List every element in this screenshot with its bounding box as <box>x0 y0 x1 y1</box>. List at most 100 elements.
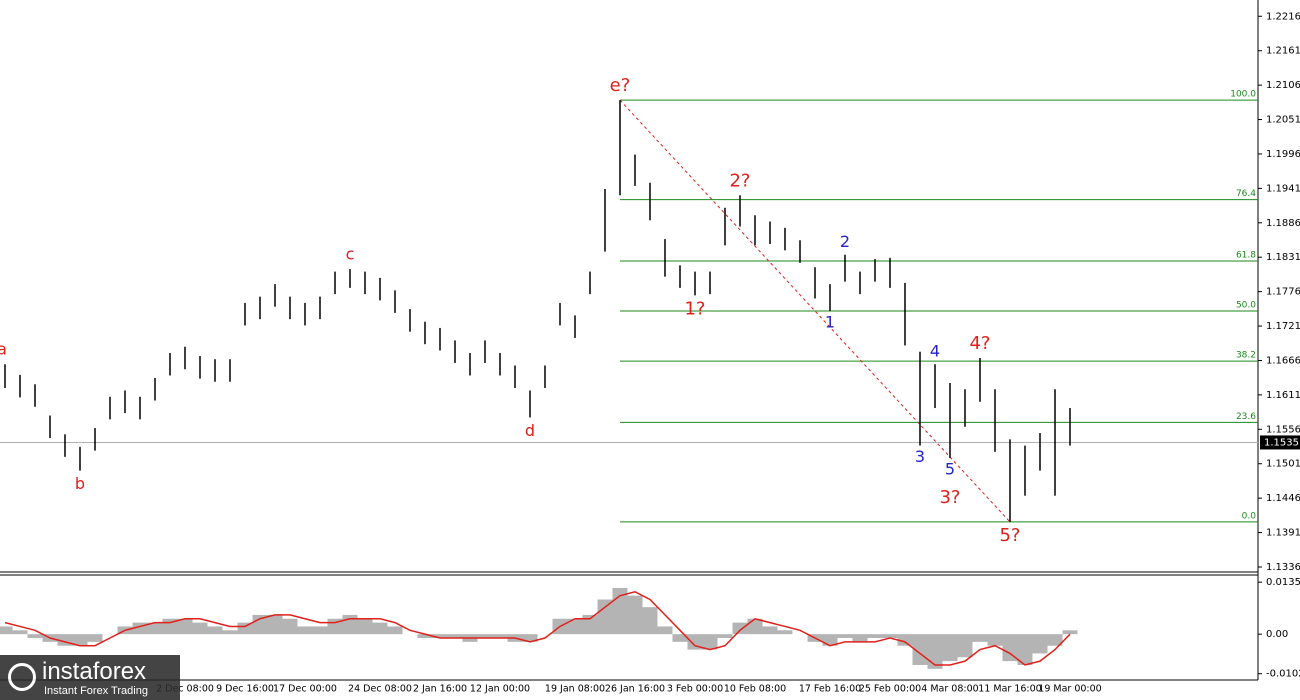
fib-label: 50.0 <box>1236 301 1256 311</box>
last-price-label: 1.1535 <box>1264 437 1299 448</box>
x-tick-label: 9 Dec 16:00 <box>216 684 274 695</box>
logo: instaforex Instant Forex Trading <box>0 655 180 700</box>
y-tick-label: 1.1886 <box>1266 218 1300 229</box>
histogram-bar <box>192 622 208 635</box>
histogram-bar <box>672 634 688 642</box>
last-price-box <box>1260 435 1300 450</box>
y-tick-label: 1.1941 <box>1266 183 1300 194</box>
y-tick-label: 1.1831 <box>1266 252 1300 263</box>
histogram-bar <box>27 634 43 639</box>
histogram-bar <box>912 634 928 665</box>
x-tick-label: 10 Feb 08:00 <box>724 684 786 695</box>
x-tick-label: 25 Feb 00:00 <box>859 684 921 695</box>
histogram-bar <box>207 626 223 635</box>
histogram-bar <box>837 634 853 639</box>
histogram-bar <box>72 634 88 646</box>
fib-label: 100.0 <box>1230 90 1256 100</box>
histogram-bar <box>642 607 658 635</box>
histogram-bar <box>942 634 958 662</box>
histogram-bar <box>282 618 298 635</box>
x-tick-label: 12 Jan 00:00 <box>470 684 530 695</box>
histogram-bar <box>627 595 643 635</box>
wave-label: 1? <box>684 298 705 319</box>
signal-line <box>4 590 1071 666</box>
y-tick-label: 0.00 <box>1266 629 1288 640</box>
histogram-bar <box>357 618 373 635</box>
y-tick-label: 1.1446 <box>1266 493 1300 504</box>
y-tick-label: 1.1556 <box>1266 424 1300 435</box>
histogram-bar <box>717 634 733 639</box>
fib-label: 38.2 <box>1236 351 1256 361</box>
histogram-bar <box>132 622 148 635</box>
wave-label: e? <box>610 75 631 96</box>
histogram-bar <box>417 634 433 639</box>
wave-label: 4 <box>930 342 940 361</box>
histogram-bar <box>597 599 613 635</box>
histogram-bar <box>687 634 703 650</box>
histogram-bar <box>582 614 598 635</box>
x-tick-label: 2 Dec 08:00 <box>156 684 214 695</box>
y-tick-label: 1.1666 <box>1266 355 1300 366</box>
x-tick-label: 19 Mar 00:00 <box>1038 684 1101 695</box>
histogram-bar <box>432 634 448 639</box>
x-tick-label: 24 Dec 08:00 <box>348 684 412 695</box>
histogram-bar <box>57 634 73 646</box>
logo-name: instaforex <box>42 658 147 685</box>
histogram-bar <box>927 634 943 669</box>
y-tick-label: 1.1611 <box>1266 390 1300 401</box>
wave-label: 5? <box>999 525 1020 546</box>
x-tick-label: 17 Feb 16:00 <box>799 684 861 695</box>
histogram-bar <box>0 626 13 635</box>
histogram-bar <box>1002 634 1018 662</box>
x-tick-label: 3 Feb 00:00 <box>667 684 723 695</box>
histogram-bar <box>372 622 388 635</box>
histogram-bar <box>222 630 238 635</box>
histogram-bar <box>612 587 628 635</box>
histogram-bar <box>702 634 718 650</box>
histogram-bar <box>987 634 1003 646</box>
x-tick-label: 4 Mar 08:00 <box>921 684 978 695</box>
fib-label: 61.8 <box>1236 250 1256 260</box>
histogram-bar <box>237 622 253 635</box>
histogram-bar <box>147 622 163 635</box>
x-tick-label: 17 Dec 00:00 <box>273 684 337 695</box>
fib-label: 23.6 <box>1236 412 1256 422</box>
wave-label: a <box>0 340 7 359</box>
y-tick-label: 1.1721 <box>1266 321 1300 332</box>
histogram-bar <box>852 634 868 642</box>
x-tick-label: 26 Jan 16:00 <box>605 684 665 695</box>
histogram-bar <box>1017 634 1033 665</box>
histogram-bar <box>1062 630 1078 635</box>
fib-label: 0.0 <box>1242 511 1257 521</box>
x-tick-label: 19 Jan 08:00 <box>545 684 605 695</box>
wave-label: 4? <box>969 333 990 354</box>
histogram-bar <box>177 618 193 635</box>
wave-label: 5 <box>945 460 955 479</box>
wave-label: 3? <box>939 487 960 508</box>
histogram-bar <box>657 626 673 635</box>
wave-label: c <box>346 245 355 264</box>
wave-label: b <box>75 474 85 493</box>
histogram-bar <box>897 634 913 646</box>
histogram-bar <box>1032 634 1048 654</box>
y-tick-label: 1.2216 <box>1266 11 1300 22</box>
histogram-bar <box>972 634 988 642</box>
histogram-bar <box>957 634 973 658</box>
wave-label: 3 <box>915 447 925 466</box>
histogram-bar <box>567 618 583 635</box>
x-tick-label: 11 Mar 16:00 <box>978 684 1041 695</box>
histogram-bar <box>762 626 778 635</box>
wave-label: 1 <box>825 313 835 332</box>
y-tick-label: 1.2106 <box>1266 80 1300 91</box>
histogram-bar <box>267 614 283 635</box>
y-tick-label: 1.2161 <box>1266 46 1300 57</box>
histogram-bar <box>477 634 493 639</box>
histogram-bar <box>732 622 748 635</box>
histogram-bar <box>12 630 28 635</box>
histogram-bar <box>777 630 793 635</box>
histogram-bar <box>522 634 538 642</box>
histogram-bar <box>252 614 268 635</box>
histogram-bar <box>867 634 883 639</box>
histogram-bar <box>1047 634 1063 646</box>
